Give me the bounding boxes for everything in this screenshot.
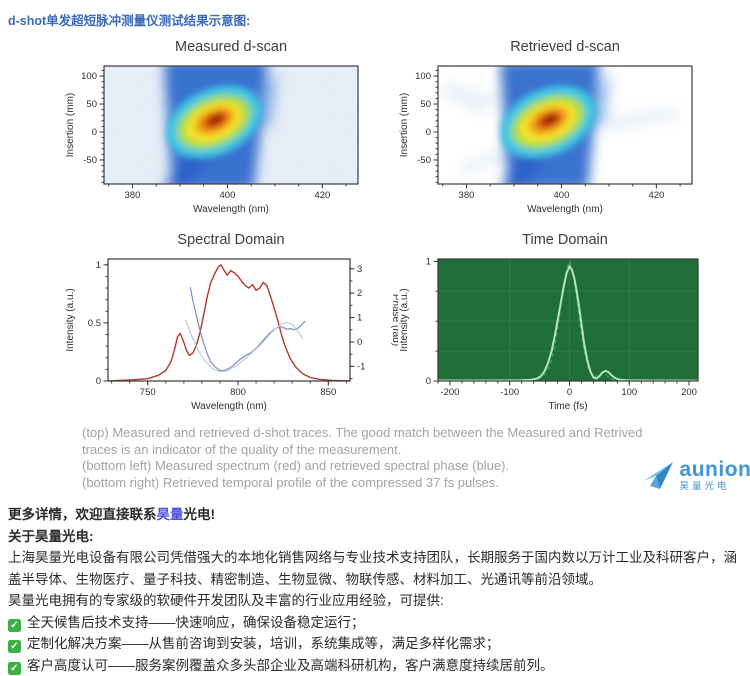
about-paragraph: 上海昊量光电设备有限公司凭借强大的本地化销售网络与专业技术支持团队，长期服务于国…: [8, 550, 737, 587]
svg-text:0.5: 0.5: [88, 318, 101, 329]
paper-plane-icon: [642, 461, 673, 489]
svg-text:380: 380: [125, 190, 141, 201]
svg-text:380: 380: [459, 190, 475, 201]
brand-name-cn: 昊量光电: [679, 480, 730, 492]
svg-text:0: 0: [96, 376, 101, 387]
svg-text:1: 1: [357, 313, 362, 324]
svg-text:Intensity (a.u.): Intensity (a.u.): [399, 288, 410, 351]
plot-spectral-domain: Spectral Domain 750 800 850 0 0.5 1 -1 0 1 2 3 Phas…: [64, 232, 398, 421]
caption-row: (top) Measured and retrieved d-shot trac…: [82, 425, 750, 491]
svg-text:Intensity (a.u.): Intensity (a.u.): [65, 288, 76, 351]
caption-line: (top) Measured and retrieved d-shot trac…: [82, 425, 643, 440]
bullet-text: 客户高度认可——服务案例覆盖众多头部企业及高端科研机构，客户满意度持续居前列。: [27, 657, 554, 673]
plot-time-domain: Time Domain -200 -100 0 100 200 0 1 Time (fs) In…: [398, 232, 732, 421]
svg-text:0: 0: [426, 376, 431, 387]
more-info-line: 更多详情，欢迎直接联系昊量光电!: [8, 507, 215, 522]
svg-text:-200: -200: [440, 387, 459, 398]
caption-line: traces is an indicator of the quality of…: [82, 441, 402, 457]
svg-text:0: 0: [426, 127, 431, 138]
retrieved-dscan-trace: [438, 66, 692, 184]
measured-dscan-chart: 380 400 420 100 50 0 -50 Wavelength (nm) Inserti…: [65, 65, 359, 215]
svg-text:Wavelength (nm): Wavelength (nm): [527, 204, 603, 215]
svg-text:-50: -50: [417, 155, 431, 166]
time-domain-chart: -200 -100 0 100 200 0 1 Time (fs) Intensity (a.u…: [399, 256, 699, 412]
svg-text:Wavelength (nm): Wavelength (nm): [193, 204, 269, 215]
bullet-text: 全天候售后技术支持——快速响应，确保设备稳定运行；: [27, 614, 365, 630]
about-heading: 关于昊量光电:: [8, 528, 94, 544]
svg-text:2: 2: [357, 288, 362, 299]
plot-title-time: Time Domain: [522, 232, 608, 248]
svg-text:100: 100: [621, 387, 637, 398]
page-title: d-shot单发超短脉冲测量仪测试结果示意图:: [8, 14, 251, 28]
svg-text:Phase (rad): Phase (rad): [390, 294, 398, 346]
svg-text:200: 200: [681, 387, 697, 398]
check-icon: ✓: [8, 618, 21, 632]
svg-text:3: 3: [357, 264, 362, 275]
svg-text:1: 1: [426, 256, 431, 267]
svg-text:420: 420: [648, 190, 664, 201]
svg-text:Time (fs): Time (fs): [548, 401, 587, 412]
svg-text:-50: -50: [83, 155, 97, 166]
plot-title-measured: Measured d-scan: [174, 39, 288, 55]
svg-text:-100: -100: [500, 387, 519, 398]
svg-text:800: 800: [230, 387, 246, 398]
svg-text:750: 750: [140, 387, 156, 398]
bullet-item: ✓ 全天候售后技术支持——快速响应，确保设备稳定运行；: [8, 612, 742, 634]
haoliang-link[interactable]: 昊量: [156, 507, 184, 522]
bullet-item: ✓ 客户高度认可——服务案例覆盖众多头部企业及高端科研机构，客户满意度持续居前列。: [8, 655, 742, 676]
bullet-item: ✓ 定制化解决方案——从售前咨询到安装，培训，系统集成等，满足多样化需求；: [8, 633, 742, 655]
figure-top-row: Measured d-scan: [64, 39, 736, 220]
results-figure: Measured d-scan: [64, 39, 736, 421]
team-paragraph: 昊量光电拥有的专家级的软硬件开发团队及丰富的行业应用经验，可提供:: [8, 593, 444, 608]
svg-text:50: 50: [86, 99, 97, 110]
svg-text:0: 0: [567, 387, 572, 398]
check-icon: ✓: [8, 640, 21, 653]
measured-dscan-trace: [104, 66, 358, 184]
plot-title-retrieved: Retrieved d-scan: [510, 39, 620, 55]
svg-text:1: 1: [96, 260, 101, 271]
svg-text:100: 100: [81, 71, 97, 82]
check-icon: ✓: [8, 661, 21, 675]
brand-name: aunion: [679, 457, 750, 481]
svg-text:100: 100: [415, 71, 431, 82]
caption-line: (bottom left) Measured spectrum (red) an…: [82, 458, 510, 473]
svg-text:-1: -1: [357, 361, 365, 372]
plot-measured-dscan: Measured d-scan: [64, 39, 398, 220]
contact-section: 更多详情，欢迎直接联系昊量光电! 关于昊量光电: 上海昊量光电设备有限公司凭借强…: [8, 504, 742, 676]
bullet-text: 定制化解决方案——从售前咨询到安装，培训，系统集成等，满足多样化需求；: [27, 636, 500, 651]
svg-text:0: 0: [92, 127, 97, 138]
caption-line: (bottom right) Retrieved temporal profil…: [82, 474, 499, 490]
svg-text:400: 400: [220, 190, 236, 201]
figure-bottom-row: Spectral Domain 750 800 850 0 0.5 1 -1 0 1 2 3 Phas…: [64, 232, 736, 421]
retrieved-dscan-chart: 380 400 420 100 50 0 -50 Wavelength (nm) Inserti…: [399, 65, 693, 215]
svg-text:Wavelength (nm): Wavelength (nm): [191, 401, 267, 412]
svg-text:400: 400: [554, 190, 570, 201]
svg-text:420: 420: [314, 190, 330, 201]
aunion-logo: aunion 昊量光电: [642, 457, 750, 492]
plot-retrieved-dscan: Retrieved d-scan: [398, 39, 732, 220]
svg-text:0: 0: [357, 337, 362, 348]
plot-title-spectral: Spectral Domain: [177, 232, 285, 248]
spectral-domain-chart: 750 800 850 0 0.5 1 -1 0 1 2 3 Phase (rad) Wavelengt…: [65, 258, 398, 412]
svg-text:Insertion (mm): Insertion (mm): [65, 93, 76, 157]
figure-caption: (top) Measured and retrieved d-shot trac…: [82, 425, 643, 491]
svg-text:Insertion (mm): Insertion (mm): [399, 93, 410, 157]
svg-text:850: 850: [320, 387, 336, 398]
svg-text:50: 50: [420, 99, 431, 110]
